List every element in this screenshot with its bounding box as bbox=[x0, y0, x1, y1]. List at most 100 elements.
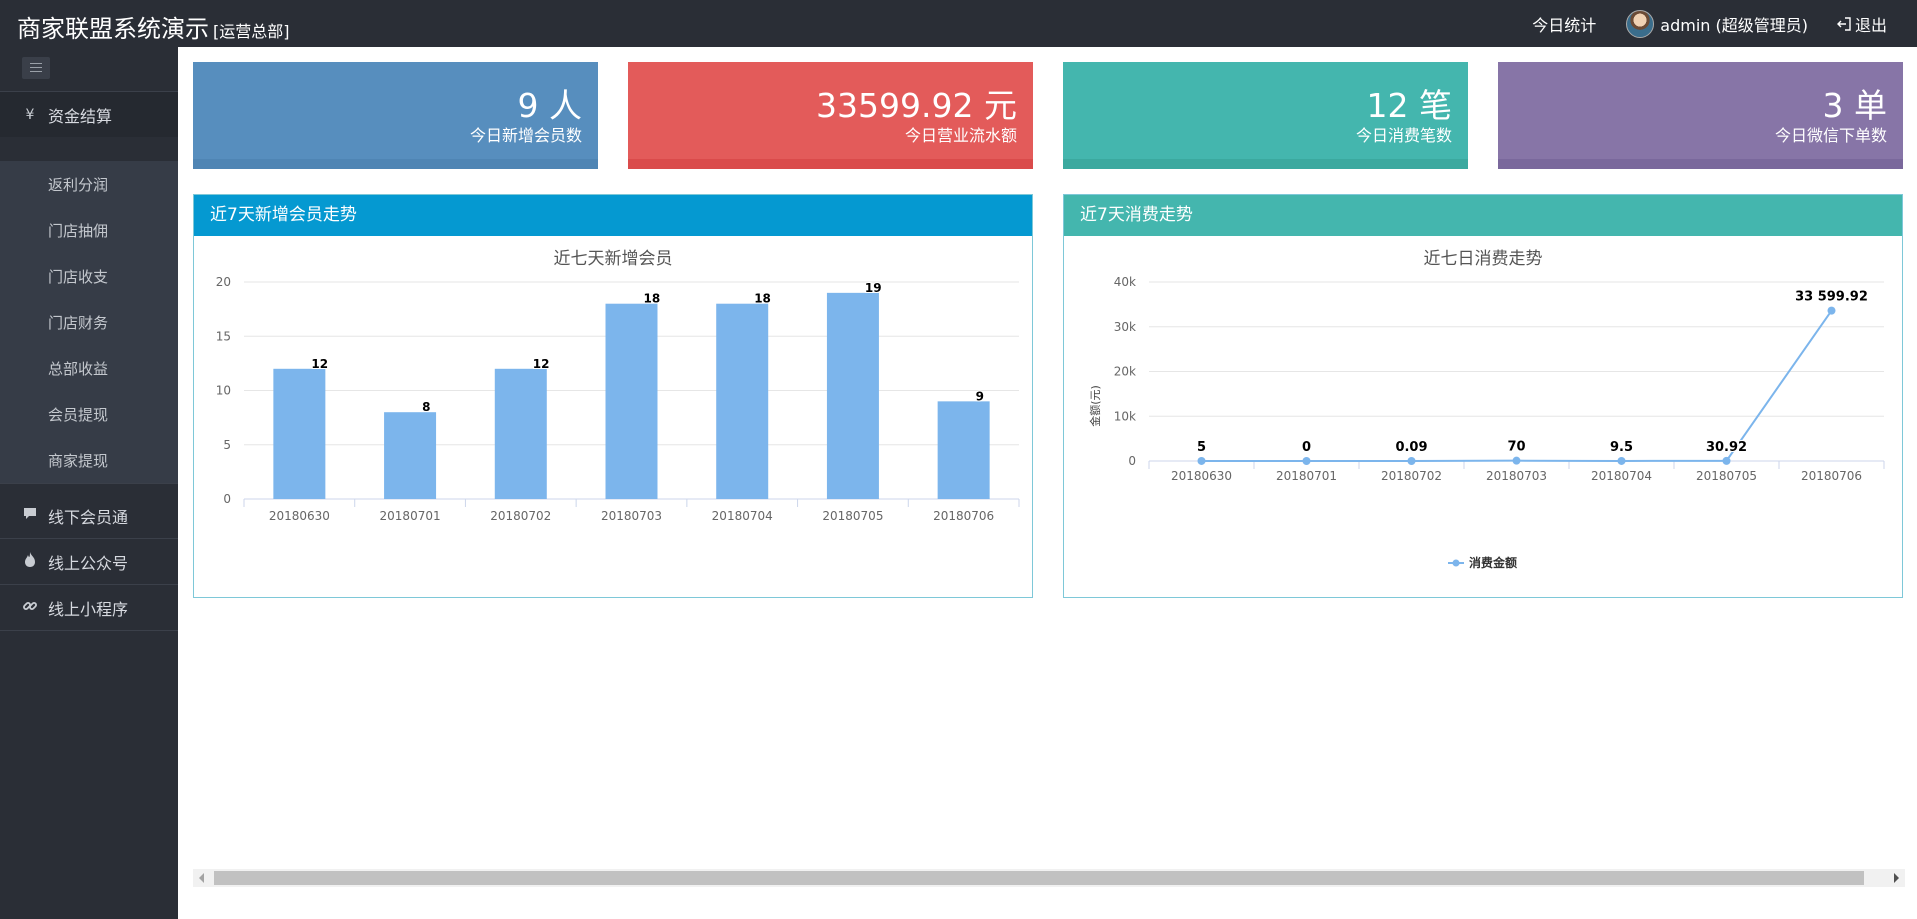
stat-strip bbox=[1498, 159, 1903, 169]
sidebar-group-label: 资金结算 bbox=[48, 106, 113, 126]
x-tick-label: 20180630 bbox=[269, 509, 330, 523]
panel-new-members-trend: 近7天新增会员走势 近七天新增会员 0 5 10 15 20 12 8 12 18 18 19 9 … bbox=[193, 194, 1033, 598]
chart-title: 近七天新增会员 bbox=[554, 249, 673, 268]
link-icon bbox=[22, 599, 38, 617]
data-point[interactable] bbox=[1512, 456, 1521, 465]
data-label: 5 bbox=[1197, 440, 1206, 455]
data-label: 8 bbox=[422, 400, 430, 414]
sidebar-group-mini-program[interactable]: 线上小程序 bbox=[0, 585, 178, 630]
bar[interactable] bbox=[494, 368, 547, 499]
sidebar-group-label: 线下会员通 bbox=[48, 507, 129, 527]
legend-label: 消费金额 bbox=[1469, 555, 1517, 570]
x-tick-label: 20180630 bbox=[1171, 469, 1232, 483]
data-label: 0 bbox=[1302, 440, 1311, 455]
scroll-right-icon[interactable] bbox=[1894, 873, 1899, 883]
data-label: 18 bbox=[644, 292, 661, 306]
sidebar-item-member-withdraw[interactable]: 会员提现 bbox=[48, 405, 109, 424]
sidebar-submenu: 返利分润 门店抽佣 门店收支 门店财务 总部收益 会员提现 商家提现 bbox=[0, 161, 178, 483]
sidebar-item-store-finance[interactable]: 门店财务 bbox=[48, 313, 109, 332]
divider bbox=[0, 91, 178, 92]
stat-card-new-members[interactable]: 9 人 今日新增会员数 bbox=[193, 62, 598, 169]
x-tick-label: 20180705 bbox=[1696, 469, 1757, 483]
bar[interactable] bbox=[384, 412, 437, 499]
y-tick-label: 40k bbox=[1114, 275, 1136, 289]
data-label: 33 599.92 bbox=[1795, 290, 1868, 305]
divider bbox=[0, 630, 178, 631]
stat-card-wechat-orders[interactable]: 3 单 今日微信下单数 bbox=[1498, 62, 1903, 169]
data-label: 9 bbox=[976, 389, 984, 403]
bar[interactable] bbox=[273, 368, 326, 499]
data-label: 12 bbox=[533, 357, 550, 371]
sidebar-group-fund-settlement[interactable]: ¥ 资金结算 bbox=[0, 92, 178, 137]
data-point[interactable] bbox=[1197, 456, 1206, 465]
logout-button[interactable]: 退出 bbox=[1836, 12, 1887, 36]
sidebar-item-merchant-withdraw[interactable]: 商家提现 bbox=[48, 451, 109, 470]
y-tick-label: 0 bbox=[1128, 454, 1136, 468]
x-tick-label: 20180704 bbox=[1591, 469, 1652, 483]
today-stats-link[interactable]: 今日统计 bbox=[1532, 15, 1597, 35]
sidebar-item-store-commission[interactable]: 门店抽佣 bbox=[48, 221, 109, 240]
comment-icon bbox=[22, 507, 38, 524]
sidebar-item-rebate[interactable]: 返利分润 bbox=[48, 175, 109, 194]
sidebar-item-hq-revenue[interactable]: 总部收益 bbox=[48, 359, 109, 378]
bar-chart: 近七天新增会员 0 5 10 15 20 12 8 12 18 18 19 9 20180630 20… bbox=[216, 249, 1020, 523]
sidebar-group-label: 线上公众号 bbox=[48, 553, 129, 573]
sidebar: ¥ 资金结算 返利分润 门店抽佣 门店收支 门店财务 总部收益 会员提现 商家提… bbox=[0, 47, 178, 919]
sidebar-group-official-account[interactable]: 线上公众号 bbox=[0, 539, 178, 584]
sidebar-item-store-income-expense[interactable]: 门店收支 bbox=[48, 267, 109, 286]
data-point[interactable] bbox=[1617, 456, 1626, 465]
stat-label: 今日新增会员数 bbox=[469, 126, 582, 145]
x-tick-label: 20180703 bbox=[1486, 469, 1547, 483]
series-line bbox=[1201, 310, 1833, 463]
divider bbox=[0, 584, 178, 585]
stat-strip bbox=[193, 159, 598, 169]
yen-icon: ¥ bbox=[25, 106, 35, 123]
stat-label: 今日消费笔数 bbox=[1355, 126, 1452, 145]
stat-value: 12 笔 bbox=[1366, 86, 1452, 125]
stat-card-transactions[interactable]: 12 笔 今日消费笔数 bbox=[1063, 62, 1468, 169]
stat-value: 9 人 bbox=[517, 86, 583, 125]
scroll-thumb[interactable] bbox=[214, 871, 1864, 885]
y-tick-label: 0 bbox=[223, 492, 231, 506]
user-menu[interactable]: admin (超级管理员) bbox=[1626, 9, 1808, 38]
sidebar-group-offline-member[interactable]: 线下会员通 bbox=[0, 493, 178, 538]
stat-strip bbox=[628, 159, 1033, 169]
data-point[interactable] bbox=[1722, 456, 1731, 465]
x-tick-label: 20180703 bbox=[601, 509, 662, 523]
legend[interactable]: 消费金额 bbox=[1448, 555, 1517, 570]
horizontal-scrollbar[interactable] bbox=[193, 869, 1905, 887]
x-tick-label: 20180701 bbox=[1276, 469, 1337, 483]
data-point[interactable] bbox=[1302, 457, 1311, 465]
stat-label: 今日营业流水额 bbox=[904, 126, 1017, 145]
stat-card-revenue[interactable]: 33599.92 元 今日营业流水额 bbox=[628, 62, 1033, 169]
y-tick-label: 15 bbox=[216, 329, 231, 343]
bar[interactable] bbox=[826, 292, 879, 499]
x-tick-label: 20180706 bbox=[1801, 469, 1862, 483]
data-label: 9.5 bbox=[1610, 440, 1633, 455]
scroll-left-icon[interactable] bbox=[199, 873, 204, 883]
y-tick-label: 20k bbox=[1114, 365, 1136, 379]
divider bbox=[0, 538, 178, 539]
bar[interactable] bbox=[716, 303, 769, 499]
sidebar-toggle-button[interactable] bbox=[22, 57, 50, 79]
bar[interactable] bbox=[937, 401, 990, 499]
legend-marker bbox=[1452, 559, 1460, 567]
x-tick-label: 20180704 bbox=[712, 509, 773, 523]
line-chart: 近七日消费走势 金额(元) 0 10k 20k 30k 40k 20180630 2018… bbox=[1088, 249, 1885, 570]
x-tick-label: 20180701 bbox=[380, 509, 441, 523]
header-actions: 今日统计 admin (超级管理员) 退出 bbox=[1532, 0, 1917, 47]
app-subtitle: [运营总部] bbox=[213, 22, 290, 41]
stat-label: 今日微信下单数 bbox=[1774, 126, 1887, 145]
bar[interactable] bbox=[605, 303, 658, 499]
data-label: 70 bbox=[1507, 440, 1525, 455]
y-tick-label: 10k bbox=[1114, 409, 1136, 423]
stat-strip bbox=[1063, 159, 1468, 169]
panel-title: 近7天消费走势 bbox=[1064, 195, 1902, 236]
y-axis-label: 金额(元) bbox=[1088, 385, 1102, 427]
data-label: 18 bbox=[754, 292, 771, 306]
data-label: 0.09 bbox=[1395, 440, 1427, 455]
data-point[interactable] bbox=[1827, 306, 1836, 315]
logout-icon bbox=[1836, 16, 1851, 31]
data-point[interactable] bbox=[1407, 456, 1416, 465]
flame-icon bbox=[22, 552, 38, 571]
